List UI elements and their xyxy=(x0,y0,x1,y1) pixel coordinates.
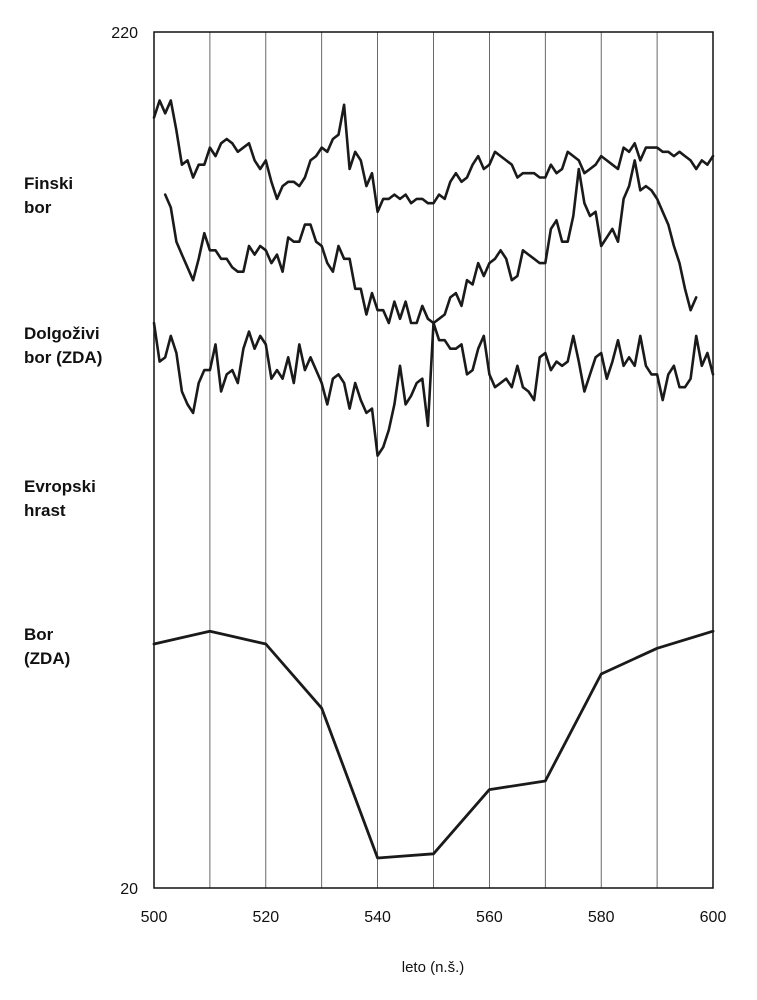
plot-frame xyxy=(153,31,714,889)
series-line-4 xyxy=(152,629,715,860)
series-label-4-line-1: Bor xyxy=(24,625,54,644)
series-label-3-line-2: hrast xyxy=(24,501,66,520)
series-lines xyxy=(152,99,715,860)
x-tick-label-520: 520 xyxy=(252,909,279,926)
series-line-2 xyxy=(163,159,698,325)
grid-lines xyxy=(209,32,658,888)
series-label-2-line-1: Dolgoživi xyxy=(24,324,100,343)
series-label-1-line-1: Finski xyxy=(24,174,73,193)
y-tick-label-20: 20 xyxy=(120,881,138,898)
x-tick-label-500: 500 xyxy=(141,909,168,926)
axis-ticks: 500 520 540 560 580 600 20 220 xyxy=(111,25,726,926)
y-tick-label-220: 220 xyxy=(111,25,138,42)
series-label-1-line-2: bor xyxy=(24,198,52,217)
series-labels: Finski bor Dolgoživi bor (ZDA) Evropski hrast… xyxy=(24,174,102,668)
series-line-1 xyxy=(152,99,715,214)
series-label-3-line-1: Evropski xyxy=(24,477,96,496)
x-tick-label-560: 560 xyxy=(476,909,503,926)
x-tick-label-600: 600 xyxy=(700,909,727,926)
x-tick-label-580: 580 xyxy=(588,909,615,926)
x-axis-title: leto (n.š.) xyxy=(402,959,465,976)
series-line-3 xyxy=(152,321,715,458)
series-label-4-line-2: (ZDA) xyxy=(24,649,70,668)
x-tick-label-540: 540 xyxy=(364,909,391,926)
series-label-2-line-2: bor (ZDA) xyxy=(24,348,102,367)
